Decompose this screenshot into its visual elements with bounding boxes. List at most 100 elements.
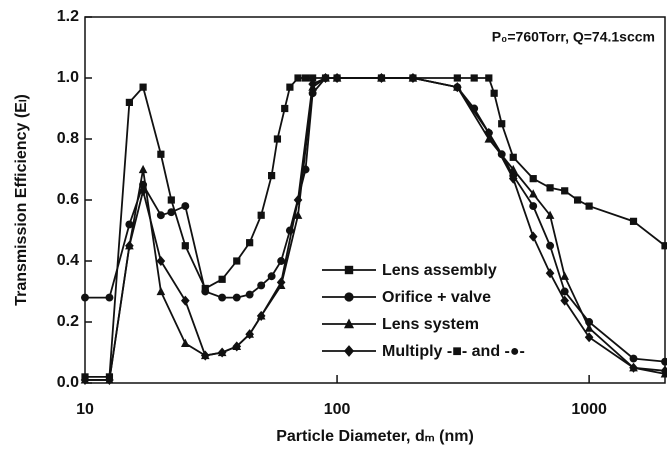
marker — [546, 241, 555, 250]
marker — [661, 242, 667, 250]
marker — [180, 295, 190, 306]
marker — [233, 257, 241, 265]
marker — [332, 72, 342, 84]
y-tick-label: 0.6 — [57, 191, 79, 208]
marker — [545, 268, 555, 279]
marker — [560, 271, 570, 280]
legend-label: Orifice + valve — [382, 289, 491, 306]
marker — [509, 153, 517, 161]
marker — [584, 323, 594, 332]
marker — [246, 239, 254, 247]
legend-marker — [343, 318, 355, 329]
marker — [181, 202, 190, 211]
x-tick-label: 1000 — [571, 401, 607, 418]
marker — [180, 338, 190, 347]
marker — [560, 287, 569, 296]
marker — [584, 332, 594, 343]
marker — [138, 185, 148, 196]
marker — [139, 83, 147, 91]
marker — [560, 295, 570, 306]
marker — [408, 72, 418, 84]
marker — [529, 202, 538, 211]
marker — [157, 150, 165, 158]
marker — [105, 293, 114, 302]
marker — [201, 287, 210, 296]
marker — [561, 187, 569, 195]
x-axis-label: Particle Diameter, dₘ (nm) — [276, 428, 474, 445]
legend-marker — [344, 292, 354, 302]
marker — [268, 172, 276, 180]
marker — [257, 211, 265, 219]
y-tick-label: 0.0 — [57, 374, 79, 391]
marker — [508, 164, 518, 174]
marker — [661, 357, 667, 366]
marker — [138, 164, 148, 174]
marker — [485, 74, 493, 82]
marker — [470, 74, 478, 82]
marker — [257, 281, 266, 290]
marker — [181, 242, 189, 250]
marker — [245, 329, 254, 340]
marker — [218, 293, 227, 302]
legend-label: Lens system — [382, 316, 479, 333]
marker — [309, 74, 317, 82]
marker — [156, 286, 166, 296]
marker — [286, 83, 294, 91]
marker — [232, 293, 241, 302]
marker — [546, 184, 554, 192]
marker — [294, 74, 302, 82]
marker — [293, 194, 303, 206]
series-line — [85, 77, 666, 381]
marker — [293, 210, 303, 219]
marker — [156, 255, 166, 267]
y-axis-label: Transmission Efficiency (Eₗ) — [13, 94, 30, 306]
marker — [277, 257, 286, 265]
marker — [200, 350, 210, 361]
series — [81, 74, 667, 381]
legend-label: Lens assembly — [382, 262, 497, 279]
marker — [321, 72, 330, 84]
marker — [573, 196, 582, 204]
x-tick-label: 10 — [76, 401, 94, 418]
y-tick-label: 1.0 — [57, 69, 79, 86]
marker — [660, 365, 667, 376]
legend-label: Multiply -■- and -●- — [382, 343, 525, 360]
marker — [498, 120, 506, 128]
marker — [125, 240, 134, 251]
marker — [453, 74, 461, 82]
marker — [585, 202, 593, 210]
marker — [528, 231, 538, 242]
legend-marker — [344, 265, 354, 275]
marker — [232, 341, 242, 352]
marker — [281, 104, 289, 113]
marker — [156, 211, 165, 220]
marker — [80, 374, 90, 385]
y-tick-label: 1.2 — [57, 8, 79, 25]
marker — [218, 275, 226, 283]
marker — [217, 347, 227, 358]
marker — [545, 210, 555, 219]
series — [80, 72, 667, 385]
annotation: P₀=760Torr, Q=74.1sccm — [492, 29, 655, 45]
marker — [629, 354, 638, 363]
y-tick-label: 0.8 — [57, 130, 79, 147]
marker — [276, 277, 286, 288]
legend-marker — [343, 345, 355, 357]
series — [80, 73, 667, 384]
series-line — [85, 77, 666, 381]
marker — [490, 89, 498, 97]
marker — [167, 196, 175, 204]
series-line — [85, 77, 666, 378]
marker — [453, 82, 462, 93]
marker — [81, 293, 89, 302]
marker — [377, 72, 386, 84]
marker — [484, 127, 494, 138]
marker — [629, 217, 638, 225]
marker — [529, 175, 537, 183]
marker — [273, 135, 282, 143]
marker — [629, 362, 638, 373]
marker — [301, 74, 310, 82]
marker — [508, 173, 518, 184]
y-tick-label: 0.4 — [57, 252, 79, 269]
